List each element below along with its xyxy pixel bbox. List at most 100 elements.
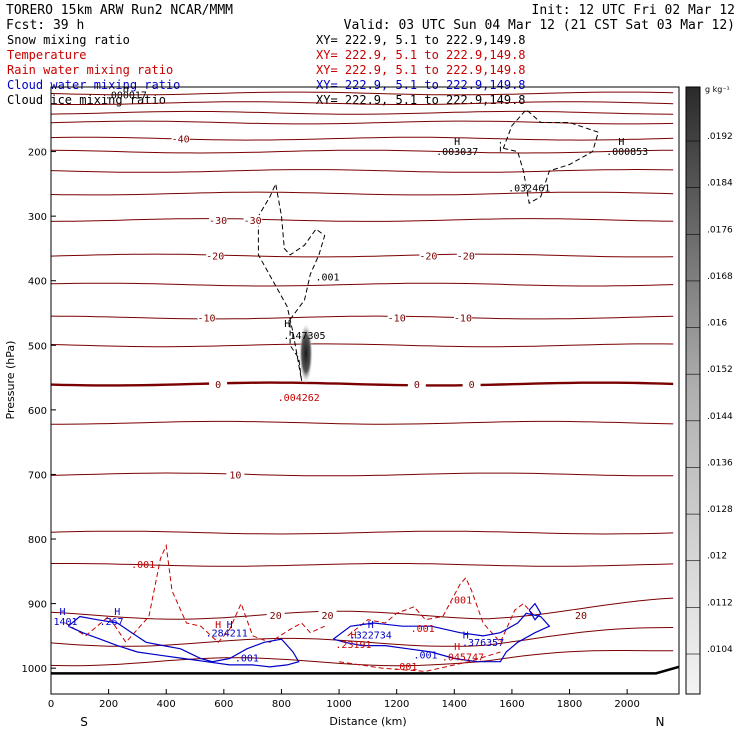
colorbar: g kg⁻¹ .0192 .0184 .0176 .0168 .016 .0152 .014… [685,85,733,695]
y-tick-label: 600 [28,406,47,417]
isotherm-line [51,91,674,96]
contour-annotation: H [114,607,120,618]
legend-cloudice-label: Cloud ice mixing ratio [7,93,166,107]
x-axis-south-label: S [80,715,88,729]
x-tick-label: 1200 [384,699,409,710]
isotherm-line [51,149,674,154]
x-tick-label: 1400 [442,699,467,710]
temperature-contour-label: -40 [172,135,190,146]
contour-annotation: .147305 [283,331,325,342]
isotherm-line [51,563,674,567]
terrain-line [51,665,679,675]
temp-label-bg [318,610,337,622]
isotherm-line [51,343,674,348]
y-tick-label: 500 [28,341,47,352]
colorbar-tick-label: .0104 [707,645,733,655]
temperature-contour-label: -30 [209,216,227,227]
temp-label-bg [453,312,472,324]
colorbar-tick-label: .0112 [707,598,733,608]
temperature-contour-label: -20 [206,252,224,263]
temp-label-bg [197,312,216,324]
temp-label-bg [419,250,438,262]
legend-cloudwater-label: Cloud water mixing ratio [7,78,180,92]
colorbar-tick-label: .0136 [707,458,733,468]
contour-annotation: .001 [393,662,417,673]
colorbar-tick-label: .0176 [707,225,733,235]
contour-annotation: H [123,84,129,95]
contour-annotation: .322734 [350,630,392,641]
x-tick-label: 1800 [557,699,582,710]
temp-label-bg [456,250,475,262]
x-tick-label: 1600 [499,699,524,710]
legend-rain-label: Rain water mixing ratio [7,63,173,77]
snow-mixing-max [298,322,313,385]
cloud-water-contour [67,615,300,668]
isotherm-line [51,253,674,258]
colorbar-tick-label: .016 [707,319,727,329]
isotherm-line [51,218,674,222]
temperature-contour-label: 10 [229,470,241,481]
isotherm-line [51,381,674,387]
contour-annotation: H [454,642,460,653]
contour-annotation: H [60,607,66,618]
x-tick-label: 0 [48,699,54,710]
plot-frame [50,86,680,695]
temp-label-bg [462,379,481,391]
isotherm-line [51,110,674,115]
isotherm-line [51,168,674,173]
temperature-contour-label: 0 [469,380,475,391]
x-tick-label: 2000 [614,699,639,710]
contour-annotation: .001 [235,654,259,665]
legend-snow-xy: XY= 222.9, 5.1 to 222.9,149.8 [316,33,526,47]
contour-annotation: .032461 [508,184,550,195]
temp-label-bg [206,250,225,262]
contour-annotation: H [284,319,290,330]
y-tick-label: 300 [28,212,47,223]
temp-label-bg [572,610,591,622]
temp-label-bg [266,610,285,622]
colorbar-unit: g kg⁻¹ [705,85,730,94]
isotherm-line [51,315,674,320]
temp-label-bg [226,469,245,481]
contour-annotation: H [463,630,469,641]
isotherm-line [51,420,674,425]
legend: Snow mixing ratio XY= 222.9, 5.1 to 222.… [7,33,526,107]
x-tick-label: 800 [272,699,291,710]
temperature-contour-label: 0 [215,380,221,391]
temperature-contour-label: -30 [244,216,262,227]
y-axis-label: Pressure (hPa) [4,341,17,420]
contour-annotation: .000853 [606,147,648,158]
temperature-contour-label: -20 [457,252,475,263]
temperature-contour-label: 0 [414,380,420,391]
x-tick-label: 1000 [326,699,351,710]
legend-rain-xy: XY= 222.9, 5.1 to 222.9,149.8 [316,63,526,77]
y-tick-label: 200 [28,148,47,159]
contour-annotation: .001 [448,596,472,607]
x-tick-label: 600 [214,699,233,710]
y-tick-label: 800 [28,535,47,546]
model-title: TORERO 15km ARW Run2 NCAR/MMM [6,3,233,18]
cloud-water-contour [528,602,542,621]
rain-contour [347,576,536,644]
isotherm-line [51,191,674,196]
contour-annotation: .001 [316,273,340,284]
contour-annotation: .045747 [442,652,484,663]
colorbar-tick-label: .0192 [707,132,733,142]
legend-temp-label: Temperature [7,48,86,62]
temperature-contour-label: 20 [575,611,587,622]
isotherm-line [51,597,674,620]
contour-annotation: .004262 [278,393,320,404]
temp-label-bg [387,312,406,324]
contour-annotation: H [227,620,233,631]
temp-label-bg [209,379,228,391]
cloud-ice-contour [257,182,326,381]
legend-cloudwater-xy: XY= 222.9, 5.1 to 222.9,149.8 [316,78,526,92]
temperature-contour-label: 20 [270,611,282,622]
legend-temp-xy: XY= 222.9, 5.1 to 222.9,149.8 [316,48,526,62]
init-time: Init: 12 UTC Fri 02 Mar 12 [532,3,736,18]
contour-annotation: .001 [411,624,435,635]
cloud-water-contour [332,612,551,663]
colorbar-tick-label: .0184 [707,179,733,189]
isotherm-line [51,120,674,125]
